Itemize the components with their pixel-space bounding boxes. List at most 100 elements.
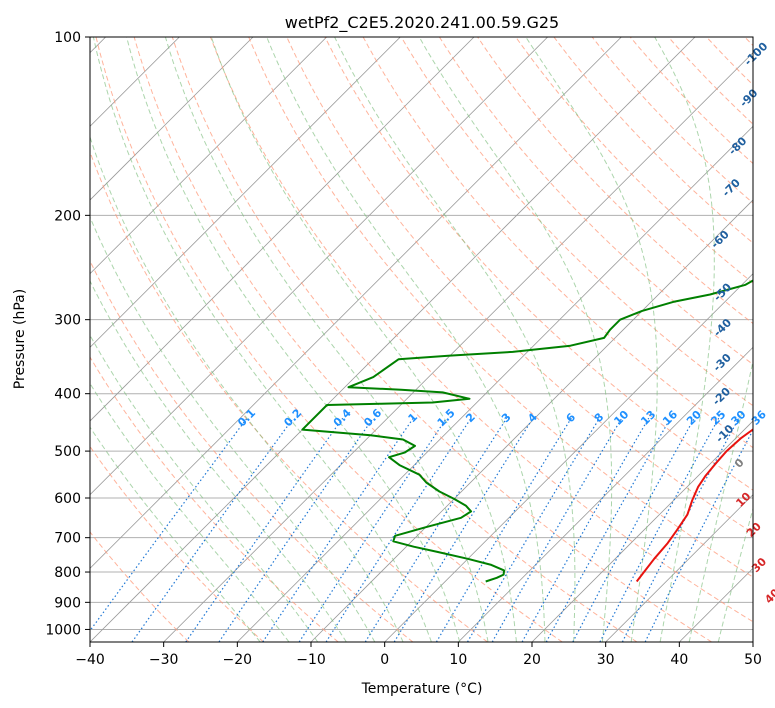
isotherm-line (90, 37, 475, 422)
mixing-ratio-line (572, 417, 695, 642)
dry-adiabat-line (90, 531, 190, 642)
isotherm-line (90, 37, 180, 127)
moist-adiabat-line (90, 382, 290, 642)
mixing-ratio-label: 6 (564, 410, 579, 425)
mixing-ratio-label: 0.2 (281, 406, 304, 429)
y-tick-label: 100 (54, 30, 81, 46)
isotherm-line (90, 37, 107, 54)
moist-adiabat-label: 0 (732, 456, 747, 471)
moist-adiabat-line (90, 135, 404, 642)
moist-adiabat-line (266, 37, 546, 642)
x-tick-label: 30 (597, 652, 615, 668)
y-tick-label: 800 (54, 565, 81, 581)
isotherm-line (384, 273, 753, 642)
moist-adiabat-line (90, 215, 376, 642)
moist-adiabat-line (126, 37, 461, 642)
dry-adiabat-line (362, 37, 753, 449)
dry-adiabat-line (438, 37, 753, 366)
mixing-ratio-label: 13 (638, 408, 658, 428)
dry-adiabat-label: -60 (708, 228, 731, 251)
isotherm-line (458, 346, 753, 642)
dry-adiabat-label: -30 (711, 351, 734, 374)
y-tick-label: 200 (54, 208, 81, 224)
x-tick-label: 50 (744, 652, 762, 668)
x-tick-label: −40 (75, 652, 105, 668)
isotherm-line (0, 0, 332, 642)
moist-adiabat-line (717, 506, 753, 642)
dry-adiabat-line (477, 37, 753, 325)
x-tick-label: −30 (149, 652, 179, 668)
mixing-ratio-line (298, 417, 447, 642)
mixing-ratio-label: 36 (749, 408, 769, 428)
y-tick-label: 900 (54, 595, 81, 611)
mixing-ratio-line (491, 417, 623, 642)
dry-adiabat-line (400, 37, 753, 407)
mixing-ratio-label: 4 (525, 410, 540, 425)
x-tick-label: 0 (380, 652, 389, 668)
mixing-ratio-label: 0.1 (235, 406, 258, 429)
isotherm-line (531, 420, 753, 642)
y-tick-label: 400 (54, 387, 81, 403)
dry-adiabat-line (210, 37, 753, 623)
mixing-ratio-line (621, 417, 740, 642)
dry-adiabat-line (515, 37, 753, 284)
moist-adiabat-line (90, 334, 319, 642)
mixing-ratio-line (90, 417, 248, 632)
chart-title: wetPf2_C2E5.2020.241.00.59.G25 (285, 13, 559, 33)
mixing-ratio-label: 30 (729, 408, 749, 428)
moist-adiabat-line (334, 37, 576, 642)
mixing-ratio-label: 10 (611, 408, 631, 428)
dry-adiabat-line (90, 356, 339, 642)
moist-adiabat-line (92, 37, 432, 642)
isotherm-line (90, 37, 696, 642)
x-axis: −40 −30 −20 −10 0 10 20 30 40 50 (75, 642, 762, 668)
moist-adiabat-line (688, 358, 753, 642)
dry-adiabat-line (706, 37, 753, 86)
mixing-ratio-line (185, 417, 344, 642)
dewpoint-trace (301, 279, 753, 583)
mixing-ratio-line (466, 417, 600, 642)
mixing-ratio-line (262, 417, 414, 642)
moist-adiabat-line (210, 37, 517, 642)
mixing-ratio-label: 1 (406, 411, 421, 426)
mixing-ratio-line (545, 417, 672, 642)
mixing-ratio-label: 2 (463, 411, 478, 426)
x-tick-label: −20 (223, 652, 253, 668)
mixing-ratio-line (364, 417, 508, 642)
dry-adiabat-line (90, 445, 264, 642)
dry-adiabat-line (90, 259, 414, 642)
dry-adiabat-line (324, 37, 753, 491)
x-tick-label: −10 (296, 652, 326, 668)
moist-adiabat-line (654, 37, 715, 642)
dry-adiabat-line (553, 37, 753, 244)
plot-area (0, 0, 753, 642)
isotherm-line (90, 37, 328, 275)
moist-adiabat-line (90, 426, 261, 642)
dry-adiabat-label: -100 (742, 39, 771, 68)
y-tick-label: 300 (54, 313, 81, 329)
x-tick-label: 10 (449, 652, 467, 668)
y-tick-label: 500 (54, 444, 81, 460)
dry-adiabat-label: -70 (720, 176, 743, 199)
dry-adiabat-line (95, 37, 563, 642)
dry-adiabat-label: -50 (711, 280, 734, 303)
isotherm-line (90, 37, 549, 496)
mixing-ratio-label: 1.5 (435, 406, 458, 429)
isotherm-line (90, 37, 254, 201)
mixing-ratio-label: 0.6 (361, 406, 384, 429)
dry-adiabat-line (286, 37, 753, 534)
x-axis-label: Temperature (°C) (361, 681, 483, 697)
temperature-trace (635, 428, 753, 583)
plot-frame (89, 36, 754, 643)
isotherm-line (0, 0, 259, 642)
dry-adiabat-line (591, 37, 753, 204)
y-tick-label: 700 (54, 531, 81, 547)
dry-adiabat-line (248, 37, 753, 578)
dry-adiabat-line (171, 37, 712, 642)
isotherm-line (163, 52, 753, 642)
y-axis-label: Pressure (hPa) (12, 289, 28, 389)
dry-adiabat-line (668, 37, 753, 125)
mixing-ratio-line (325, 417, 472, 642)
mixing-ratio-label: 0.4 (331, 406, 354, 429)
